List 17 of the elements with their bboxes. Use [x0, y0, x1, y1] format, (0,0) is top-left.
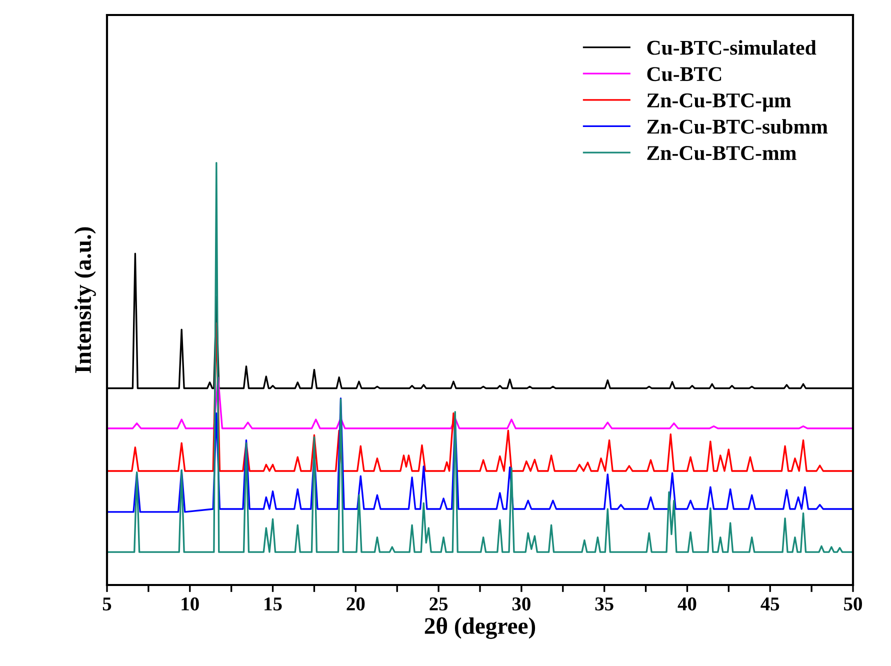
x-tick-label: 45 — [760, 598, 780, 610]
x-tick-label: 10 — [182, 597, 199, 610]
x-tick-label: 20 — [346, 597, 365, 610]
legend-label: Cu-BTC-simulated — [647, 40, 816, 55]
legend-label: Zn-Cu-BTC-submm — [647, 119, 828, 134]
x-tick-label: 5 — [102, 598, 112, 610]
x-tick-label: 35 — [595, 597, 614, 610]
x-tick-label: 15 — [264, 597, 282, 610]
y-axis-title: Intensity (a.u.) — [74, 227, 96, 373]
x-tick-label: 30 — [512, 597, 530, 610]
x-tick-label: 25 — [430, 597, 448, 610]
legend-label: Zn-Cu-BTC-µm — [647, 93, 792, 112]
x-tick-label: 40 — [678, 597, 696, 610]
legend-label: Cu-BTC — [647, 67, 722, 82]
x-tick-label: 50 — [844, 597, 862, 610]
legend-label: Zn-Cu-BTC-mm — [647, 146, 796, 160]
x-axis-title: 2θ (degree) — [424, 617, 536, 639]
